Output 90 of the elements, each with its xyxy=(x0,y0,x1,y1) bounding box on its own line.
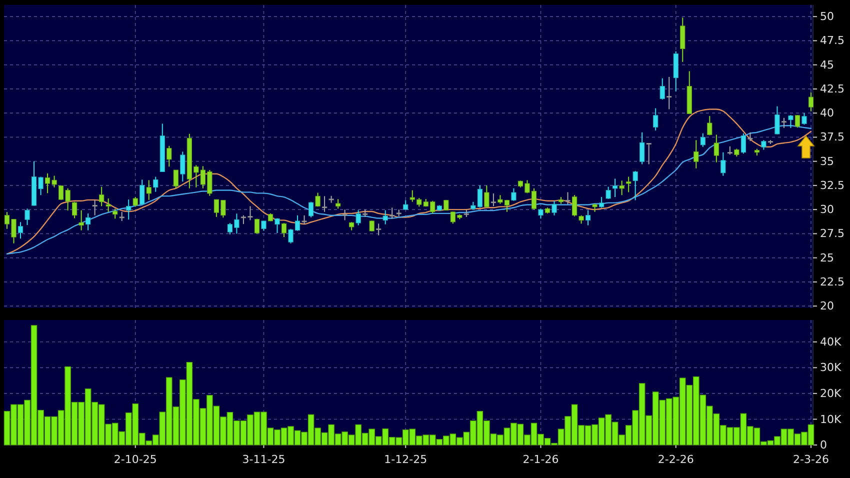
y-tick-label: 27.5 xyxy=(820,227,844,240)
candlestick xyxy=(714,134,719,163)
candlestick xyxy=(660,78,665,100)
y-tick-label: 20 xyxy=(820,300,834,313)
candlestick xyxy=(274,218,280,234)
y-tick-label: 22.5 xyxy=(820,275,844,288)
candlestick xyxy=(484,184,490,208)
candlestick xyxy=(99,186,104,207)
candlestick xyxy=(599,196,604,208)
candlestick xyxy=(18,222,24,240)
candlestick xyxy=(740,132,746,154)
candlestick xyxy=(565,192,570,205)
y-tick-label: 32.5 xyxy=(820,178,844,192)
candlestick xyxy=(403,200,408,210)
candlestick xyxy=(646,142,652,165)
candlestick xyxy=(606,186,611,200)
y-tick-label: 25 xyxy=(820,251,834,264)
candlestick xyxy=(322,196,328,212)
y-tick-label: 35 xyxy=(820,154,834,168)
candlestick xyxy=(153,176,158,192)
candlestick xyxy=(356,210,361,226)
x-tick-label: 2-2-26 xyxy=(658,453,694,466)
candlestick xyxy=(140,179,145,206)
candlestick xyxy=(653,108,658,131)
candlestick xyxy=(72,201,78,219)
y-tick-label: 42.5 xyxy=(820,82,844,96)
y-tick-label: 40 xyxy=(820,106,834,120)
candlestick xyxy=(774,106,780,135)
x-tick-label: 1-12-25 xyxy=(384,453,428,466)
y-tick-label: 30K xyxy=(820,361,842,374)
candlestick xyxy=(78,210,84,231)
candlestick xyxy=(666,76,672,110)
candlestick xyxy=(180,151,186,182)
candlestick xyxy=(802,112,807,126)
candlestick xyxy=(626,176,632,193)
y-tick-label: 47.5 xyxy=(820,34,844,48)
candlestick xyxy=(132,196,138,208)
y-tick-label: 30 xyxy=(820,203,834,216)
candlestick xyxy=(254,218,260,234)
y-tick-label: 50 xyxy=(820,10,834,24)
candlestick xyxy=(166,145,172,168)
candlestick xyxy=(315,192,320,208)
candlestick xyxy=(538,208,544,220)
candlestick xyxy=(92,199,98,216)
candlestick xyxy=(720,152,726,176)
x-tick-label: 2-1-26 xyxy=(522,453,559,466)
candlestick xyxy=(632,170,638,201)
y-tick-label: 40K xyxy=(820,335,842,348)
y-tick-label: 45 xyxy=(820,58,834,72)
candlestick xyxy=(788,114,794,129)
candlestick xyxy=(281,222,287,238)
x-tick-label: 2-3-26 xyxy=(793,453,829,466)
candlestick xyxy=(619,180,624,196)
candlestick xyxy=(126,199,132,220)
x-tick-label: 3-11-25 xyxy=(242,453,286,466)
candlestick xyxy=(761,140,766,150)
candlestick xyxy=(382,210,388,225)
candlestick xyxy=(308,201,314,218)
candlestick xyxy=(369,220,374,232)
y-tick-label: 10K xyxy=(820,412,842,426)
candlestick xyxy=(808,92,814,112)
candlestick xyxy=(781,117,787,129)
candlestick xyxy=(24,208,30,226)
candlestick xyxy=(511,188,516,202)
candlestick xyxy=(552,200,557,216)
candlestick xyxy=(261,220,266,232)
candlestick xyxy=(572,194,578,217)
candlestick xyxy=(612,178,618,198)
y-tick-label: 37.5 xyxy=(820,130,844,144)
candlestick xyxy=(694,140,699,169)
candlestick xyxy=(794,114,800,128)
candlestick xyxy=(490,192,496,207)
candlestick xyxy=(106,198,111,212)
candlestick xyxy=(680,17,686,62)
candlestick xyxy=(585,210,591,226)
candlestick xyxy=(173,170,178,189)
candlestick xyxy=(390,207,395,220)
y-tick-label: 0 xyxy=(820,438,827,452)
candlestick xyxy=(700,132,706,148)
candlestick xyxy=(119,211,124,222)
candlestick xyxy=(707,115,712,136)
candlestick xyxy=(146,180,152,200)
y-tick-label: 20K xyxy=(820,386,842,400)
candlestick xyxy=(336,198,341,210)
candlestick xyxy=(86,212,91,231)
candlestick xyxy=(112,208,118,220)
x-tick-label: 2-10-25 xyxy=(114,453,157,466)
candlestick xyxy=(640,132,645,165)
candlestick xyxy=(342,209,348,221)
candlestick xyxy=(376,223,382,236)
